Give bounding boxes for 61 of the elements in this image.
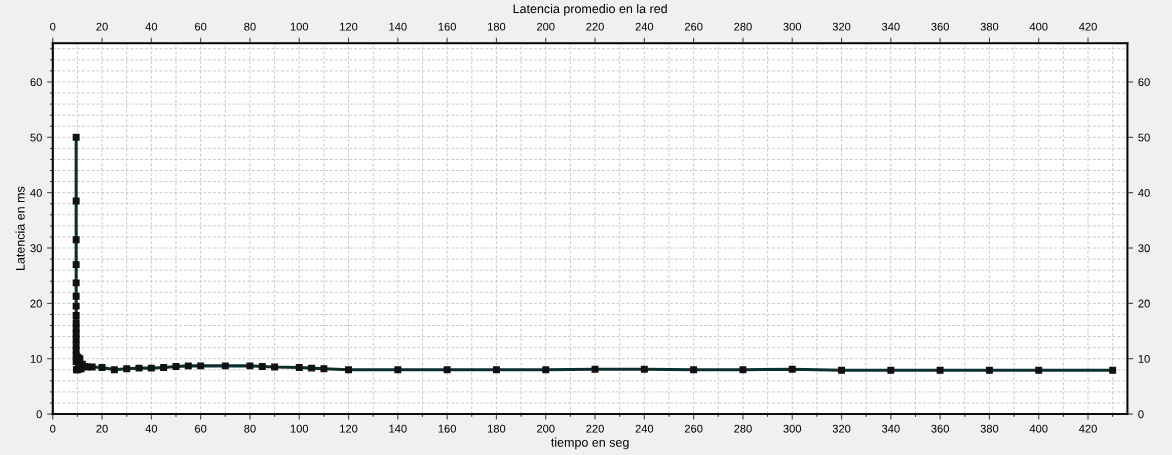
x2-tick-label: 0 — [50, 22, 56, 31]
x-tick-label: 280 — [734, 424, 752, 433]
x2-tick-label: 80 — [244, 22, 256, 31]
y2-tick-label: 40 — [1138, 188, 1150, 197]
x2-tick-label: 40 — [145, 22, 158, 31]
x-tick-label: 400 — [1029, 424, 1048, 433]
x2-tick-label: 100 — [290, 22, 309, 31]
x-tick-label: 260 — [684, 424, 703, 433]
x2-tick-label: 420 — [1079, 22, 1097, 31]
y-axis-title: Latencia en ms — [15, 186, 25, 270]
x2-tick-label: 380 — [980, 22, 999, 31]
x2-tick-label: 300 — [783, 22, 802, 31]
x2-tick-label: 280 — [734, 22, 752, 31]
x2-tick-label: 120 — [340, 22, 358, 31]
y-tick-label: 50 — [30, 133, 42, 142]
x2-tick-label: 220 — [586, 22, 604, 31]
y-tick-label: 30 — [30, 244, 42, 253]
y2-tick-label: 20 — [1138, 299, 1150, 308]
chart-title: Latencia promedio en la red — [513, 4, 667, 16]
y2-tick-label: 0 — [1138, 410, 1144, 419]
x2-tick-label: 240 — [635, 22, 654, 31]
x-tick-label: 180 — [488, 424, 506, 433]
y-tick-label: 10 — [30, 354, 42, 363]
x-tick-label: 420 — [1079, 424, 1097, 433]
x2-tick-label: 260 — [684, 22, 703, 31]
x2-tick-label: 160 — [438, 22, 456, 31]
x-tick-label: 300 — [783, 424, 802, 433]
x-tick-label: 20 — [96, 424, 108, 433]
x2-tick-label: 320 — [832, 22, 851, 31]
x2-tick-label: 360 — [931, 22, 949, 31]
x-tick-label: 120 — [340, 424, 358, 433]
y2-tick-label: 60 — [1138, 78, 1150, 87]
x2-tick-label: 60 — [195, 22, 207, 31]
x-tick-label: 140 — [389, 424, 407, 433]
x2-tick-label: 180 — [488, 22, 506, 31]
x-tick-label: 160 — [438, 424, 456, 433]
x2-tick-label: 340 — [881, 22, 900, 31]
y2-tick-label: 30 — [1138, 244, 1150, 253]
x-tick-label: 200 — [537, 424, 555, 433]
x-tick-label: 40 — [145, 424, 158, 433]
x2-tick-label: 200 — [537, 22, 555, 31]
x-tick-label: 240 — [635, 424, 654, 433]
x-axis-title: tiempo en seg — [551, 437, 629, 450]
x2-tick-label: 400 — [1029, 22, 1048, 31]
y2-tick-label: 10 — [1138, 354, 1150, 363]
x-tick-label: 220 — [586, 424, 604, 433]
x-tick-label: 340 — [881, 424, 900, 433]
x-tick-label: 100 — [290, 424, 309, 433]
x-tick-label: 320 — [832, 424, 851, 433]
x-tick-label: 60 — [195, 424, 207, 433]
x2-tick-label: 140 — [389, 22, 407, 31]
y-tick-label: 0 — [36, 410, 42, 419]
y-tick-label: 60 — [30, 78, 42, 87]
y-tick-label: 20 — [30, 299, 42, 308]
y-tick-label: 40 — [30, 188, 42, 197]
x2-tick-label: 20 — [96, 22, 108, 31]
x-tick-label: 360 — [931, 424, 949, 433]
x-tick-label: 80 — [244, 424, 256, 433]
x-tick-label: 380 — [980, 424, 999, 433]
x-tick-label: 0 — [50, 424, 56, 433]
y2-tick-label: 50 — [1138, 133, 1150, 142]
